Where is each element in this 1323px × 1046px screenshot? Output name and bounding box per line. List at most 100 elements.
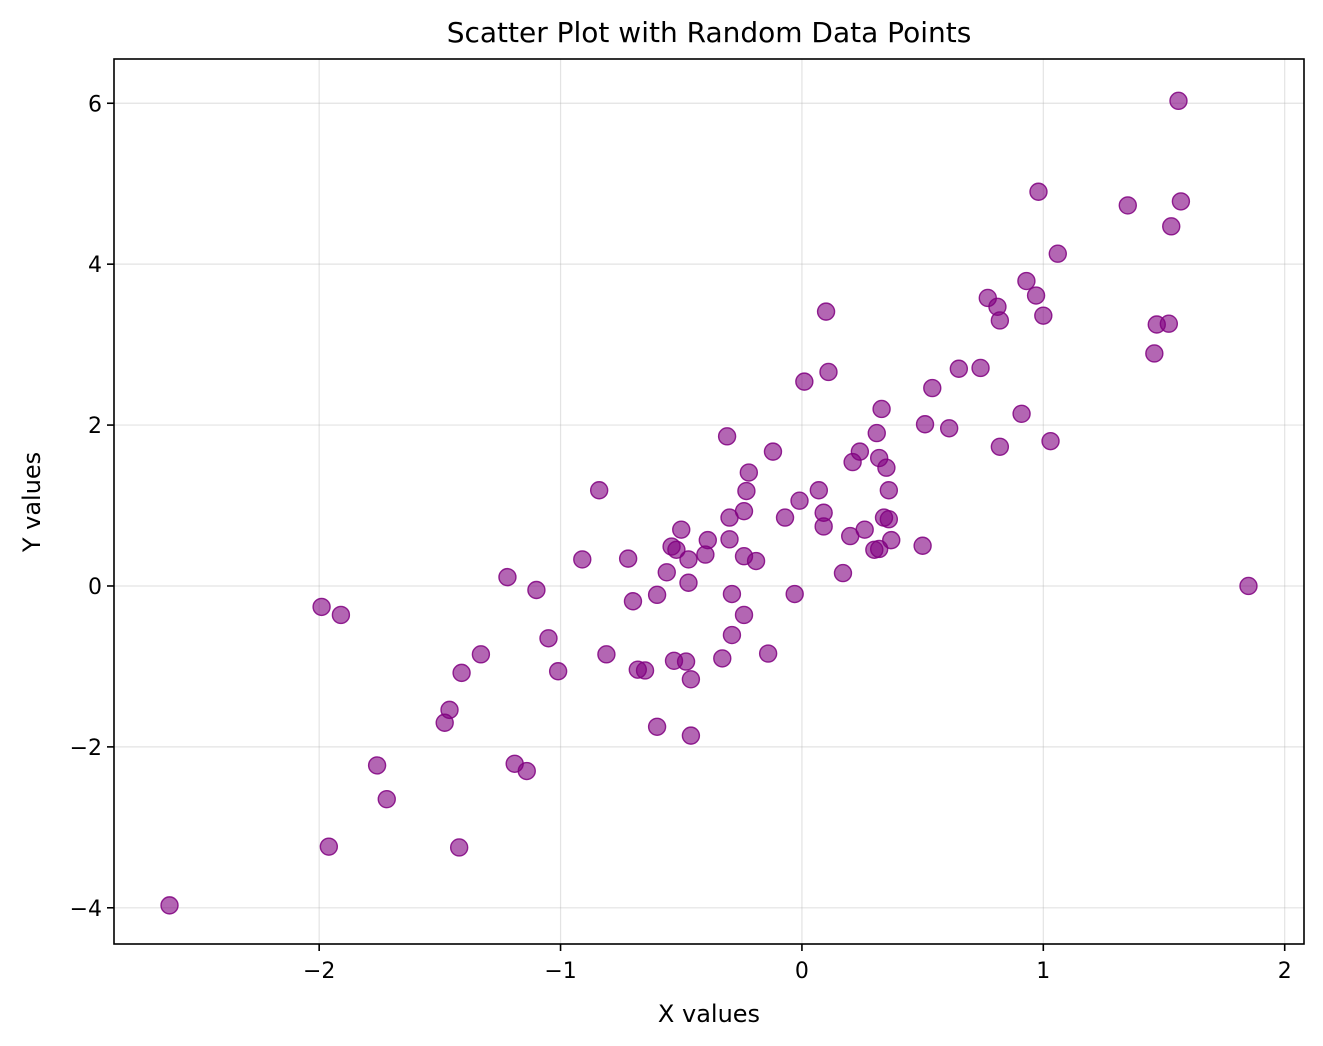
x-tick-label: 1 [1036,959,1050,984]
data-point [713,649,732,668]
data-point [517,761,536,781]
x-tick-label: −1 [544,959,576,984]
data-point [722,584,742,604]
y-tick-label: 0 [88,575,102,600]
data-point [855,520,874,539]
data-point [785,584,804,604]
data-point [915,415,935,434]
data-point [790,491,809,510]
data-point [816,302,836,321]
data-point [1012,404,1031,423]
grid [114,59,1304,944]
data-point [635,661,655,680]
data-point [877,458,896,477]
data-point [734,501,754,521]
data-point [1169,91,1188,111]
data-point [720,530,739,549]
data-point [623,592,643,611]
y-axis-label: Y values [18,452,46,553]
y-tick-label: −2 [70,736,102,761]
data-point [676,652,696,671]
data-point [833,563,853,583]
data-point [758,644,778,663]
data-point [809,481,829,500]
data-point [867,423,886,443]
data-point [850,442,870,461]
data-point [647,717,667,736]
y-tick-label: 2 [88,414,102,439]
data-point [717,427,737,446]
data-point [597,645,616,664]
x-tick-label: −2 [303,959,335,984]
data-point [1162,217,1181,236]
data-point [1159,314,1179,333]
data-point [312,597,331,617]
data-point [331,605,351,625]
chart-title: Scatter Plot with Random Data Points [447,16,972,49]
data-point [573,550,592,569]
data-point [618,549,638,568]
data-point [1034,306,1053,325]
data-point [672,520,691,539]
data-point [722,625,742,645]
y-tick-label: 4 [88,253,102,278]
data-point [814,517,833,536]
data-point [775,508,795,527]
data-point [589,481,609,500]
data-point [923,378,942,398]
data-point [452,663,471,683]
data-point [498,567,517,587]
data-point [1145,344,1164,363]
data-point [1041,431,1060,451]
data-point [1017,271,1036,291]
x-axis-label: X values [658,1000,760,1028]
y-tick-label: −4 [70,897,102,922]
data-point [647,585,667,605]
data-point [872,399,891,419]
data-point [879,481,899,500]
data-point [681,670,701,689]
data-point [681,726,701,745]
data-point [949,359,969,378]
data-point [1171,192,1191,211]
data-point [990,437,1010,456]
data-point [319,837,339,856]
data-point [795,372,814,391]
data-point [1239,576,1258,596]
x-tick-label: 0 [795,959,809,984]
y-axis-ticks: −4 −2 0 2 4 6 [70,92,114,922]
data-point [1048,244,1067,263]
y-tick-label: 6 [88,92,102,117]
data-point [990,311,1010,330]
data-point [1029,182,1048,201]
data-point [971,358,990,378]
data-point [657,563,676,582]
data-point [440,700,459,720]
data-point [539,629,558,648]
data-point [913,536,932,555]
data-point [698,530,717,550]
data-point [548,662,568,681]
data-point [679,550,698,569]
x-tick-label: 2 [1278,959,1292,984]
data-points [160,91,1258,915]
data-point [367,756,387,775]
data-point [879,510,899,529]
data-point [679,573,698,592]
data-point [746,551,766,571]
data-point [763,442,783,461]
plot-frame [113,58,1305,945]
data-point [882,530,901,550]
x-axis-ticks: −2 −1 0 1 2 [303,944,1292,984]
data-point [377,789,396,809]
data-point [737,481,756,501]
data-point [939,419,959,438]
data-point [471,645,491,664]
data-point [1026,286,1046,305]
data-point [667,540,686,559]
data-point [160,896,179,915]
data-point [819,362,838,382]
data-point [734,605,754,625]
